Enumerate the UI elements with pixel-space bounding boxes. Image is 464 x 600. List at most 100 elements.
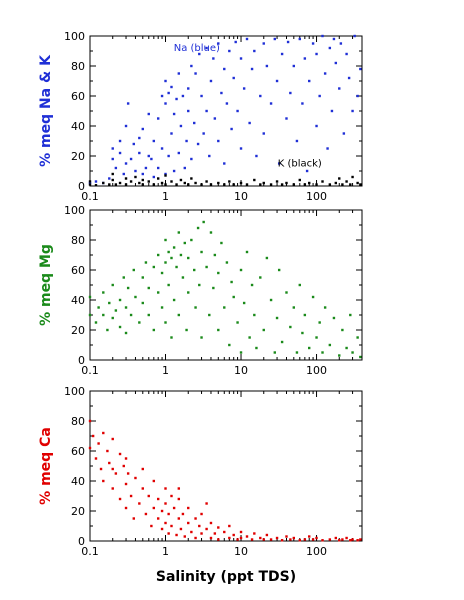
data-point <box>172 246 176 249</box>
data-point <box>315 124 318 128</box>
data-point <box>248 336 251 339</box>
data-point <box>164 321 167 324</box>
data-point <box>124 457 128 460</box>
data-point <box>147 313 150 317</box>
data-point <box>108 177 111 180</box>
data-point <box>179 178 183 182</box>
data-point <box>239 147 243 150</box>
y-tick-label: 80 <box>71 234 85 247</box>
data-point <box>147 112 150 116</box>
data-point <box>223 530 226 534</box>
data-point <box>205 502 208 505</box>
data-point <box>286 40 290 44</box>
data-point <box>124 177 128 180</box>
x-tick-label: 100 <box>306 545 327 558</box>
data-point <box>289 325 292 329</box>
data-point <box>97 306 100 309</box>
data-point <box>311 538 315 541</box>
data-point <box>253 532 256 535</box>
data-point <box>220 91 223 95</box>
y-tick-label: 100 <box>64 385 85 398</box>
data-point <box>172 506 176 510</box>
data-point <box>262 181 265 185</box>
data-point <box>209 536 213 540</box>
y-tick-label: 60 <box>71 264 85 277</box>
data-point <box>315 336 318 339</box>
data-point <box>194 517 197 520</box>
data-point <box>321 351 324 354</box>
data-point <box>223 183 226 186</box>
data-point <box>170 494 173 498</box>
data-point <box>351 351 354 354</box>
data-point <box>209 231 213 234</box>
data-point <box>289 91 292 95</box>
data-point <box>129 313 133 317</box>
data-point <box>292 536 296 540</box>
data-point <box>315 183 318 186</box>
data-point <box>132 517 135 520</box>
data-point <box>308 181 311 185</box>
data-point <box>269 183 273 186</box>
data-point <box>164 502 167 505</box>
data-point <box>164 238 167 242</box>
data-point <box>160 181 164 185</box>
data-point <box>200 183 203 186</box>
data-point <box>315 536 318 540</box>
data-point <box>356 539 359 542</box>
data-point <box>170 180 173 183</box>
data-point <box>141 301 144 305</box>
data-point <box>332 316 336 320</box>
data-point <box>351 538 354 541</box>
data-point <box>152 183 156 186</box>
data-point <box>118 151 122 155</box>
data-point <box>245 535 249 538</box>
data-point <box>349 313 352 317</box>
data-point <box>152 265 156 269</box>
data-point <box>273 37 276 41</box>
data-point <box>156 117 160 120</box>
data-point <box>349 183 352 186</box>
data-point <box>239 181 243 185</box>
data-point <box>156 177 160 180</box>
data-point <box>308 535 311 538</box>
data-point <box>212 57 215 60</box>
scatter-points <box>88 419 362 542</box>
data-point <box>298 283 301 287</box>
data-point <box>170 524 173 528</box>
data-point <box>236 538 239 541</box>
data-point <box>334 61 338 65</box>
annotation-label: Na (blue) <box>174 43 220 54</box>
data-point <box>228 524 231 528</box>
data-point <box>132 268 135 272</box>
data-point <box>134 295 137 299</box>
data-point <box>170 256 173 260</box>
data-point <box>94 184 98 187</box>
data-point <box>255 154 258 158</box>
data-point <box>94 321 98 324</box>
data-point <box>328 183 332 186</box>
data-point <box>253 313 256 317</box>
data-point <box>321 180 324 183</box>
data-point <box>167 154 170 158</box>
data-point <box>239 536 243 540</box>
data-point <box>187 521 190 525</box>
data-point <box>124 124 128 128</box>
x-tick-label: 100 <box>306 364 327 377</box>
y-tick-label: 0 <box>78 354 85 367</box>
x-tick-label: 0.1 <box>81 545 99 558</box>
x-tick-label: 10 <box>234 364 248 377</box>
data-point <box>318 321 321 324</box>
data-point <box>232 183 235 186</box>
chart-panel-2: 0.1 1 10 100 0 20 40 60 80 100 % meq Mg <box>38 204 363 377</box>
data-point <box>164 487 167 490</box>
data-point <box>185 139 188 143</box>
data-point <box>122 464 125 468</box>
data-point <box>248 121 251 125</box>
data-point <box>228 343 231 347</box>
data-point <box>147 286 150 290</box>
data-point <box>183 241 186 245</box>
data-point <box>147 154 150 158</box>
data-point <box>118 298 122 302</box>
data-point <box>152 139 156 143</box>
data-point <box>349 539 352 542</box>
